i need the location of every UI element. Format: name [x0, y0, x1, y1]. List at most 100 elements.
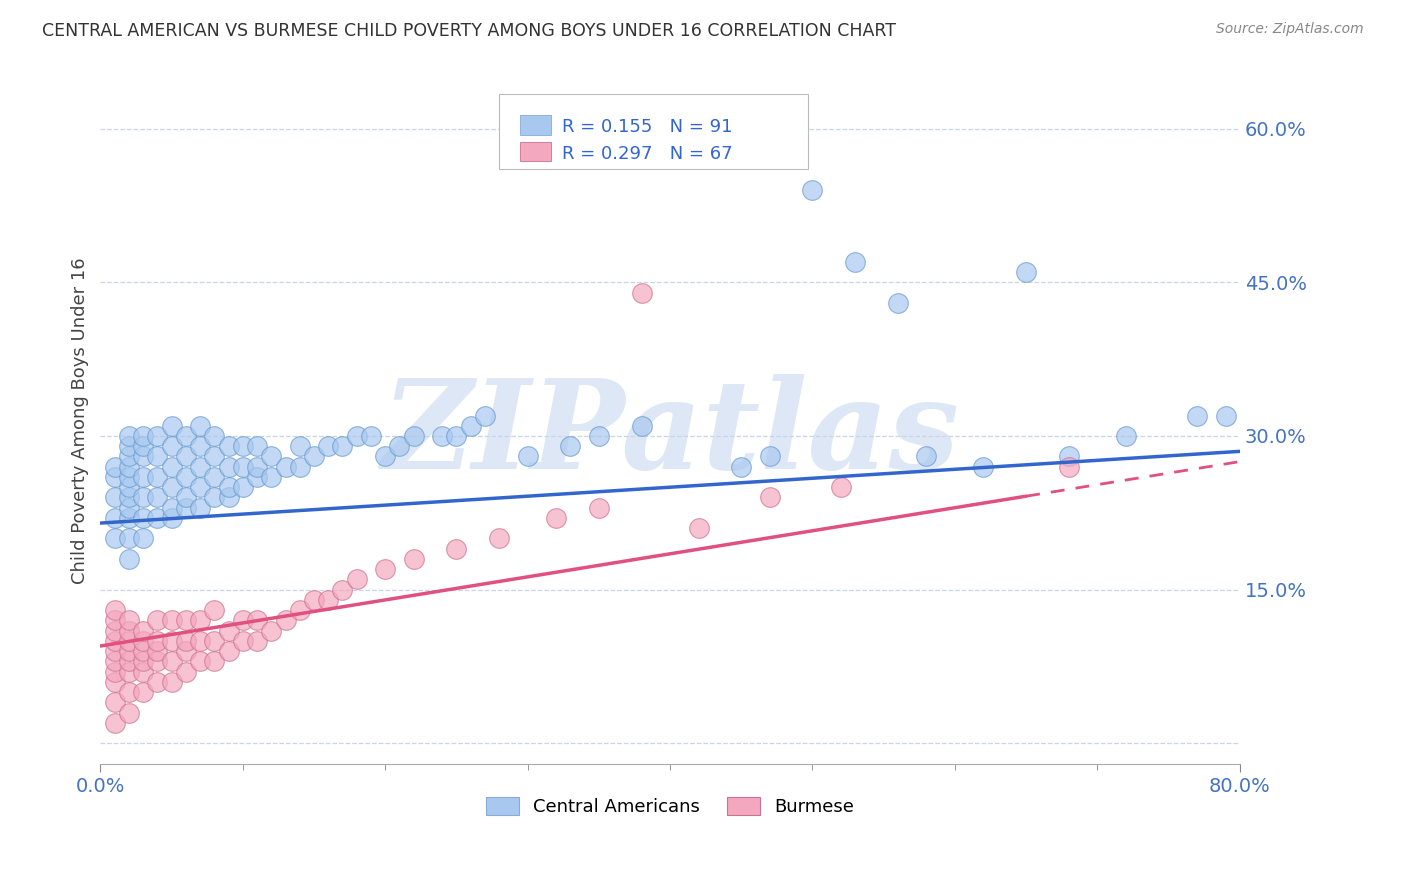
Point [260, 624, 283, 638]
Point [887, 295, 910, 310]
Point [174, 429, 197, 443]
Point [546, 511, 568, 525]
Point [104, 695, 127, 709]
Point [730, 459, 752, 474]
Point [218, 480, 240, 494]
Point [588, 500, 610, 515]
Point [118, 500, 141, 515]
Point [104, 459, 127, 474]
Point [118, 439, 141, 453]
Point [118, 459, 141, 474]
Point [246, 614, 269, 628]
Point [160, 439, 183, 453]
Point [460, 418, 482, 433]
Point [202, 491, 225, 505]
Point [202, 603, 225, 617]
Point [388, 439, 411, 453]
Point [160, 654, 183, 668]
Point [246, 470, 269, 484]
Point [174, 450, 197, 464]
Point [146, 644, 169, 658]
Point [188, 614, 211, 628]
Point [160, 480, 183, 494]
Point [160, 633, 183, 648]
Point [1185, 409, 1208, 423]
Point [146, 450, 169, 464]
Point [104, 654, 127, 668]
Point [104, 674, 127, 689]
Point [260, 450, 283, 464]
Point [218, 644, 240, 658]
Point [288, 603, 311, 617]
Point [758, 450, 780, 464]
Point [132, 633, 155, 648]
Point [1015, 265, 1038, 279]
Point [232, 439, 254, 453]
Point [360, 429, 382, 443]
Point [1057, 450, 1080, 464]
Point [188, 654, 211, 668]
Point [118, 665, 141, 679]
Point [332, 582, 354, 597]
Point [232, 633, 254, 648]
Text: R = 0.155   N = 91: R = 0.155 N = 91 [562, 118, 733, 136]
Point [160, 511, 183, 525]
Point [188, 459, 211, 474]
Point [174, 665, 197, 679]
Point [132, 665, 155, 679]
Point [104, 633, 127, 648]
Point [146, 674, 169, 689]
Point [202, 429, 225, 443]
Point [232, 459, 254, 474]
Point [218, 459, 240, 474]
Point [630, 285, 652, 300]
Text: Source: ZipAtlas.com: Source: ZipAtlas.com [1216, 22, 1364, 37]
Point [588, 429, 610, 443]
Point [104, 603, 127, 617]
Text: ZIPatlas: ZIPatlas [381, 374, 959, 495]
Point [174, 644, 197, 658]
Point [188, 500, 211, 515]
Point [174, 470, 197, 484]
Point [374, 562, 396, 576]
Point [402, 429, 425, 443]
Point [160, 500, 183, 515]
Point [132, 470, 155, 484]
Legend: Central Americans, Burmese: Central Americans, Burmese [479, 789, 860, 823]
Point [1057, 459, 1080, 474]
Point [118, 654, 141, 668]
Point [246, 459, 269, 474]
Point [146, 654, 169, 668]
Point [202, 450, 225, 464]
Point [104, 491, 127, 505]
Point [346, 429, 368, 443]
Point [316, 439, 339, 453]
Point [160, 418, 183, 433]
Point [132, 429, 155, 443]
Point [801, 183, 824, 197]
Point [132, 624, 155, 638]
Point [118, 685, 141, 699]
Point [188, 418, 211, 433]
Point [118, 480, 141, 494]
Point [1115, 429, 1137, 443]
Point [118, 532, 141, 546]
Point [174, 500, 197, 515]
Point [844, 255, 866, 269]
Point [430, 429, 453, 443]
Point [972, 459, 994, 474]
Point [446, 429, 468, 443]
Point [118, 470, 141, 484]
Point [402, 552, 425, 566]
Point [104, 532, 127, 546]
Point [104, 470, 127, 484]
Point [260, 470, 283, 484]
Point [218, 624, 240, 638]
Point [758, 491, 780, 505]
Point [118, 450, 141, 464]
Point [1215, 409, 1237, 423]
Point [118, 706, 141, 720]
Point [274, 459, 297, 474]
Point [118, 429, 141, 443]
Point [446, 541, 468, 556]
